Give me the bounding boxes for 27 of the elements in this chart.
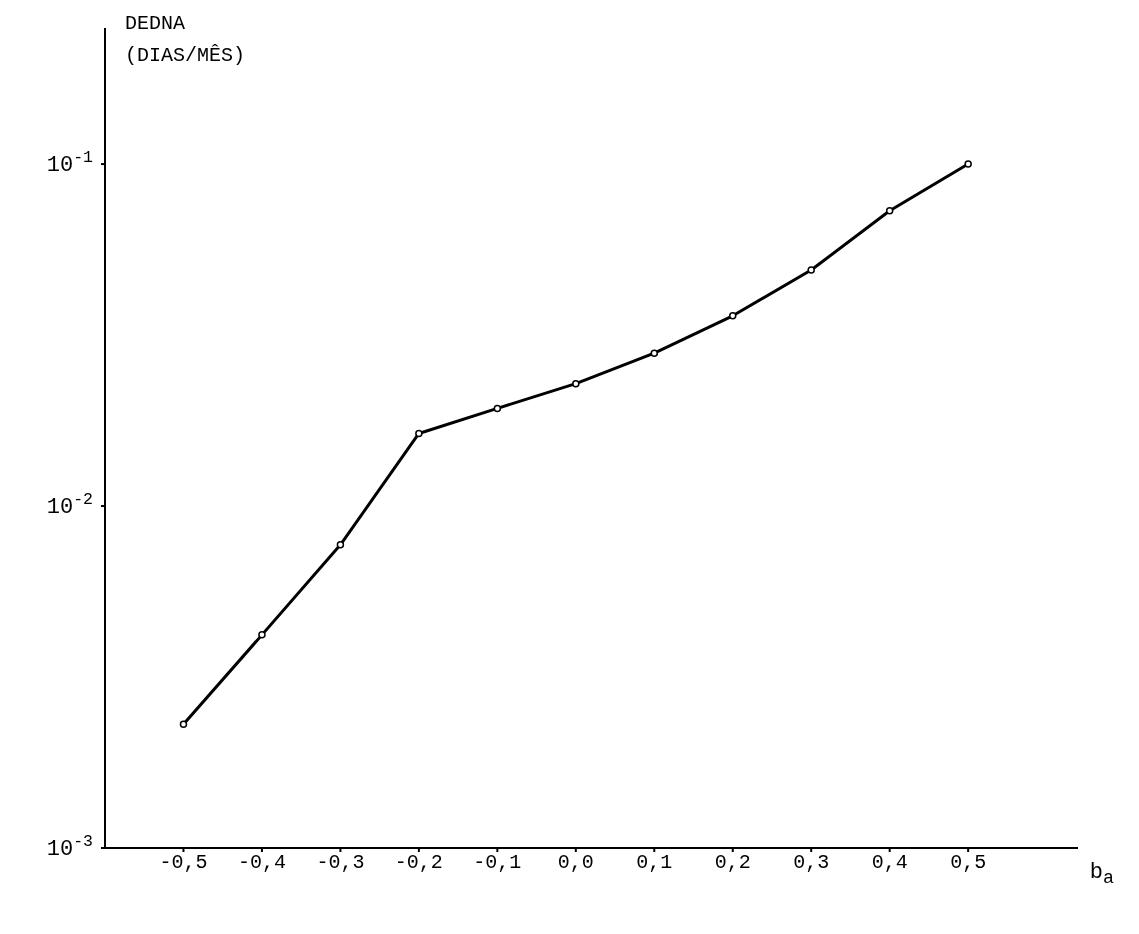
- point: [336, 541, 345, 549]
- point: [179, 720, 188, 729]
- y-tick-label: 10$^{-2}$: [46, 489, 93, 521]
- y-axis-title: DEDNA (DIAS/MÊS): [125, 11, 246, 69]
- point: [650, 349, 659, 357]
- x-tick-label: 0,0: [557, 851, 594, 874]
- x-tick-label: -0,2: [394, 851, 443, 874]
- x-axis-title: b$_{a}$: [1089, 860, 1114, 890]
- point: [258, 631, 266, 639]
- x-tick-label: -0,3: [316, 851, 365, 874]
- x-tick-label: -0,4: [237, 851, 286, 874]
- y-tick-label: 10$^{-3}$: [46, 831, 93, 862]
- point: [728, 312, 737, 320]
- point: [493, 404, 502, 413]
- x-tick-label: -0,5: [159, 851, 208, 874]
- point: [572, 379, 580, 388]
- x-tick-label: 0,1: [636, 851, 673, 874]
- y-tick-label: 10$^{-1}$: [46, 147, 94, 179]
- x-tick-label: 0,3: [793, 851, 830, 874]
- point: [415, 429, 423, 438]
- point: [964, 160, 972, 168]
- x-tick-label: 0,4: [871, 851, 908, 874]
- x-tick-label: 0,5: [950, 851, 987, 874]
- x-tick-label: 0,2: [714, 851, 751, 874]
- point: [885, 207, 894, 215]
- x-tick-label: -0,1: [473, 851, 522, 874]
- point: [807, 266, 815, 274]
